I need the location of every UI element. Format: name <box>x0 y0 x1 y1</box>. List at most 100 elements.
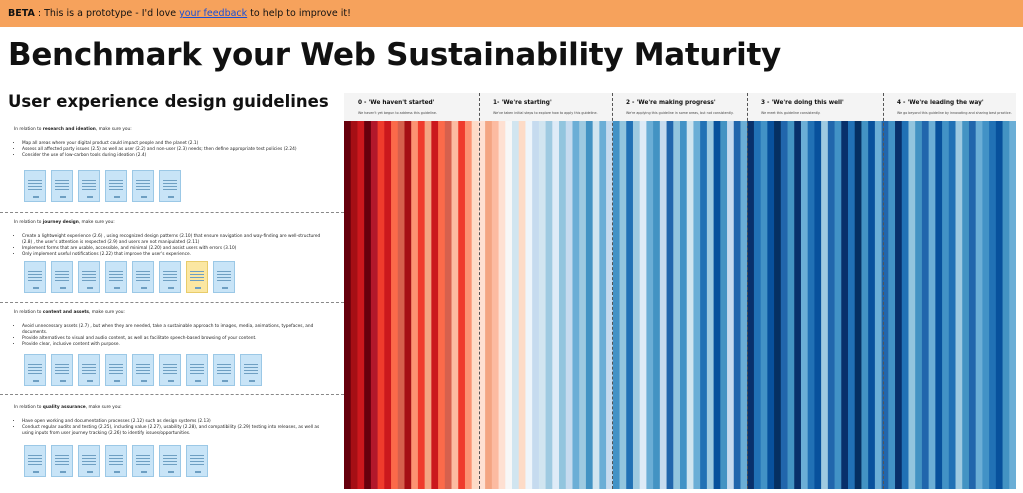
guideline-card[interactable] <box>132 354 154 386</box>
stripe <box>848 121 856 489</box>
guideline-item[interactable]: Create a lightweight experience (2.6) , … <box>22 234 322 246</box>
guideline-card[interactable] <box>159 354 181 386</box>
guideline-card[interactable] <box>51 354 73 386</box>
guideline-item[interactable]: Assess all affected party issues (2.5) a… <box>22 147 322 153</box>
stripe <box>666 121 674 489</box>
guideline-card[interactable] <box>186 261 208 293</box>
section-journey-design: In relation to journey design, make sure… <box>0 220 344 300</box>
section-title: User experience design guidelines <box>8 92 329 111</box>
guideline-item[interactable]: Consider the use of low-carbon tools dur… <box>22 153 322 159</box>
guideline-list: Have open working and documentation proc… <box>16 419 322 437</box>
guideline-card[interactable] <box>132 170 154 202</box>
guideline-card[interactable] <box>78 354 100 386</box>
maturity-level-header: 0 - 'We haven't started' We haven't yet … <box>344 93 1016 121</box>
stripe <box>680 121 688 489</box>
guideline-item[interactable]: Implement forms that are usable, accessi… <box>22 246 322 252</box>
guideline-item[interactable]: Map all areas where your digital product… <box>22 141 322 147</box>
guideline-card[interactable] <box>78 445 100 477</box>
guideline-card[interactable] <box>51 261 73 293</box>
section-intro: In relation to research and ideation, ma… <box>14 127 132 132</box>
stripe <box>733 121 742 489</box>
guideline-card[interactable] <box>24 261 46 293</box>
stripe <box>538 121 547 489</box>
stripe <box>431 121 439 489</box>
stripe <box>606 121 614 489</box>
stripe <box>834 121 842 489</box>
stripe <box>881 121 889 489</box>
guideline-list: Create a lightweight experience (2.6) , … <box>16 234 322 258</box>
guideline-item[interactable]: Provide clear, inclusive content with pu… <box>22 342 322 348</box>
guideline-card[interactable] <box>213 354 235 386</box>
stripe <box>592 121 600 489</box>
stripe <box>444 121 453 489</box>
section-divider <box>0 394 344 395</box>
stripe <box>686 121 695 489</box>
guideline-cards <box>24 445 208 477</box>
stripe <box>975 121 983 489</box>
guideline-card[interactable] <box>51 445 73 477</box>
level-0[interactable]: 0 - 'We haven't started' We haven't yet … <box>344 93 479 121</box>
guideline-card[interactable] <box>186 354 208 386</box>
guideline-card[interactable] <box>78 261 100 293</box>
stripe <box>807 121 815 489</box>
stripe <box>821 121 829 489</box>
stripe <box>720 121 728 489</box>
stripe <box>753 121 762 489</box>
guideline-card[interactable] <box>213 261 235 293</box>
guideline-card[interactable] <box>24 354 46 386</box>
guideline-card[interactable] <box>240 354 262 386</box>
level-label: 2 - 'We're making progress' <box>626 100 716 106</box>
guideline-card[interactable] <box>159 261 181 293</box>
level-label: 3 - 'We're doing this well' <box>761 100 844 106</box>
guideline-item[interactable]: Provide alternatives to visual and audio… <box>22 336 322 342</box>
level-2[interactable]: 2 - 'We're making progress' We're applyi… <box>612 93 747 121</box>
guideline-item[interactable]: Have open working and documentation proc… <box>22 419 322 425</box>
guideline-card[interactable] <box>105 261 127 293</box>
stripe <box>350 121 359 489</box>
stripe <box>559 121 567 489</box>
stripe <box>505 121 513 489</box>
guideline-item[interactable]: Conduct regular audits and testing (2.25… <box>22 425 322 437</box>
feedback-link[interactable]: your feedback <box>179 8 248 19</box>
stripe <box>713 121 721 489</box>
guideline-card[interactable] <box>24 445 46 477</box>
guideline-card[interactable] <box>105 354 127 386</box>
guideline-cards <box>24 170 181 202</box>
level-3[interactable]: 3 - 'We're doing this well' We meet this… <box>747 93 883 121</box>
stripe <box>888 121 896 489</box>
stripe <box>384 121 392 489</box>
stripe <box>962 121 970 489</box>
stripe <box>485 121 493 489</box>
guideline-card[interactable] <box>78 170 100 202</box>
stripe <box>693 121 701 489</box>
stripe <box>901 121 910 489</box>
guideline-card[interactable] <box>24 170 46 202</box>
level-label: 1- 'We're starting' <box>493 100 552 106</box>
stripe <box>572 121 580 489</box>
stripe <box>747 121 755 489</box>
section-content-assets: In relation to content and assets, make … <box>0 310 344 392</box>
section-topic: quality assurance <box>42 405 86 410</box>
stripe <box>841 121 849 489</box>
level-4[interactable]: 4 - 'We're leading the way' We go beyond… <box>883 93 1016 121</box>
stripe <box>659 121 668 489</box>
guideline-item[interactable]: Only implement useful notifications (2.2… <box>22 252 322 258</box>
guideline-list: Map all areas where your digital product… <box>16 141 322 159</box>
guideline-item[interactable]: Avoid unnecessary assets (2.7) , but whe… <box>22 324 322 336</box>
guideline-card[interactable] <box>105 170 127 202</box>
section-topic: research and ideation <box>42 127 96 132</box>
stripe <box>989 121 997 489</box>
guideline-card[interactable] <box>105 445 127 477</box>
stripe <box>632 121 641 489</box>
level-1[interactable]: 1- 'We're starting' We've taken initial … <box>479 93 612 121</box>
level-description: We're applying this guideline in some ar… <box>626 111 734 115</box>
guideline-card[interactable] <box>186 445 208 477</box>
guideline-card[interactable] <box>132 261 154 293</box>
guideline-card[interactable] <box>159 445 181 477</box>
level-label: 0 - 'We haven't started' <box>358 100 435 106</box>
guideline-card[interactable] <box>132 445 154 477</box>
guideline-card[interactable] <box>51 170 73 202</box>
guideline-card[interactable] <box>159 170 181 202</box>
stripe <box>391 121 399 489</box>
maturity-stripes[interactable] <box>344 121 1016 489</box>
